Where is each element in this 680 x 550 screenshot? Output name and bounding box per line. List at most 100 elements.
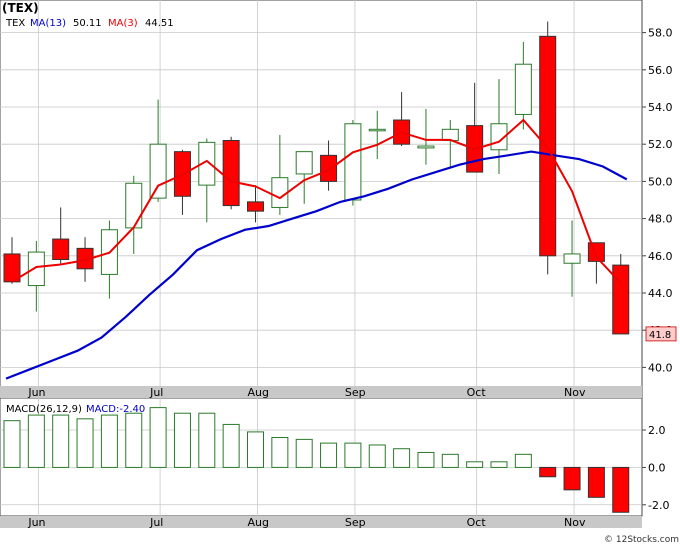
macd-month-labels: Jun Jul Aug Sep Oct Nov: [27, 516, 586, 529]
candle: [3, 237, 21, 284]
price-legend: TEX MA(13) 50.11 MA(3) 44.51: [5, 18, 174, 29]
macd-bar-negative: [587, 466, 605, 498]
macd-bar-positive: [393, 448, 411, 468]
candle-body-down: [222, 139, 240, 207]
candle-body-up: [563, 253, 581, 264]
macd-bar-negative: [563, 466, 581, 491]
macd-bar-negative: [539, 466, 557, 478]
macd-bar-positive: [52, 414, 70, 468]
price-y-tick-label: 44.0: [648, 287, 673, 300]
candle: [247, 185, 264, 223]
macd-bar-positive: [3, 420, 21, 468]
macd-y-tick-label: -2.0: [648, 499, 669, 512]
candle-body-down: [52, 238, 70, 261]
price-y-tick-label: 54.0: [648, 101, 673, 114]
macd-month-label: Aug: [248, 516, 269, 529]
macd-legend: MACD(26,12,9) MACD:-2.40: [6, 404, 145, 415]
price-y-tick-label: 56.0: [648, 64, 673, 77]
candle-body-down: [3, 253, 21, 283]
macd-bar-positive: [247, 431, 264, 468]
watermark: © 12Stocks.com: [604, 535, 679, 545]
price-date-axis-band: [0, 386, 642, 398]
macd-month-label: Sep: [345, 516, 366, 529]
candle: [563, 220, 581, 297]
candle: [514, 41, 532, 130]
macd-y-tick-label: 2.0: [648, 424, 666, 437]
price-y-tick-label: 46.0: [648, 250, 673, 263]
candle-body-up: [441, 128, 459, 141]
price-y-tick-label: 58.0: [648, 27, 673, 40]
macd-bar-positive: [173, 412, 191, 468]
macd-bar-positive: [441, 453, 459, 468]
macd-bar-positive: [320, 442, 338, 468]
ma13-line: [5, 150, 628, 380]
macd-month-label: Nov: [564, 516, 586, 529]
macd-date-axis-band: [0, 516, 642, 528]
candle: [612, 253, 630, 335]
candle: [52, 207, 70, 266]
chart-symbol-title: (TEX): [2, 1, 39, 15]
candle: [368, 110, 386, 160]
price-y-tick-label: 52.0: [648, 138, 673, 151]
candle: [344, 120, 362, 206]
macd-bar-positive: [344, 442, 362, 468]
last-price-tag-text: 41.8: [649, 330, 671, 341]
macd-y-axis: 2.0 0.0 -2.0: [642, 424, 669, 512]
macd-month-label: Jul: [149, 516, 163, 529]
candle-body-down: [539, 35, 557, 257]
price-month-label: Jul: [149, 386, 163, 399]
candle-body-up: [417, 145, 435, 149]
candle-body-up: [295, 151, 313, 175]
macd-bar-positive: [222, 423, 240, 468]
price-month-label: Jun: [27, 386, 45, 399]
candle: [198, 138, 216, 223]
macd-bar-positive: [514, 453, 532, 468]
macd-bar-positive: [295, 438, 313, 468]
candle: [295, 151, 313, 204]
macd-bar-positive: [271, 437, 289, 468]
macd-bar-positive: [466, 461, 484, 468]
macd-label: MACD(26,12,9): [6, 404, 82, 415]
ma3-line: [11, 118, 622, 284]
candle-body-down: [247, 201, 264, 212]
price-month-labels: Jun Jul Aug Sep Oct Nov: [27, 386, 586, 399]
macd-bar-positive: [125, 412, 143, 468]
candle-body-up: [27, 251, 45, 287]
macd-bar-positive: [490, 461, 508, 468]
legend-ticker: TEX: [5, 18, 25, 29]
candle-body-up: [125, 182, 143, 229]
candle-body-up: [514, 63, 532, 115]
legend-ma13-value: 50.11: [73, 18, 102, 29]
macd-value-label: MACD:-2.40: [86, 404, 145, 415]
candle: [27, 240, 45, 312]
candle: [320, 140, 338, 191]
macd-bar-positive: [149, 407, 167, 468]
macd-histogram: [3, 407, 630, 513]
price-month-label: Nov: [564, 386, 586, 399]
last-price-tag: 41.8: [645, 326, 677, 342]
candle: [417, 108, 435, 165]
price-month-label: Oct: [467, 386, 487, 399]
macd-month-label: Jun: [27, 516, 45, 529]
macd-bar-negative: [612, 466, 630, 513]
candle-body-down: [320, 154, 338, 182]
last-price-tag-box: [645, 326, 677, 342]
candle-body-up: [149, 143, 167, 199]
price-month-label: Sep: [345, 386, 366, 399]
legend-ma3-value: 44.51: [145, 18, 174, 29]
candle: [222, 136, 240, 210]
macd-bar-positive: [76, 418, 94, 468]
macd-month-label: Oct: [467, 516, 487, 529]
macd-bar-positive: [27, 414, 45, 468]
candle-body-up: [344, 123, 362, 201]
macd-bar-positive: [417, 451, 435, 468]
macd-y-tick-label: 0.0: [648, 461, 666, 474]
price-y-tick-label: 50.0: [648, 175, 673, 188]
legend-ma3-label: MA(3): [108, 18, 138, 29]
legend-ma13-label: MA(13): [30, 18, 66, 29]
candle-body-down: [587, 242, 605, 262]
price-y-tick-label: 40.0: [648, 361, 673, 374]
candle-body-up: [271, 177, 289, 208]
